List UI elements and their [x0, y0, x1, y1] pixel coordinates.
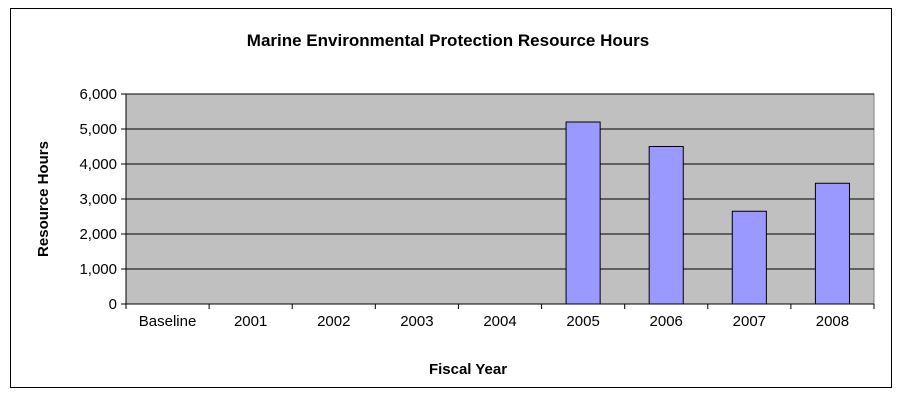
bar-chart: Marine Environmental Protection Resource… — [35, 31, 875, 378]
y-tick-label: 2,000 — [79, 226, 117, 243]
y-tick-label: 4,000 — [79, 156, 117, 173]
y-tick-label: 3,000 — [79, 191, 117, 208]
x-tick-label: 2001 — [234, 313, 267, 330]
bar-2007 — [731, 210, 767, 305]
y-tick-label: 6,000 — [79, 86, 117, 103]
x-tick-label: 2008 — [816, 313, 849, 330]
x-axis-title: Fiscal Year — [429, 361, 507, 378]
x-tick-label: 2006 — [650, 313, 683, 330]
x-tick-label: 2003 — [400, 313, 433, 330]
x-tick-labels: Baseline 2001 2002 2003 2004 2005 2006 2007 2008 — [139, 313, 849, 330]
x-tick-label: 2005 — [566, 313, 599, 330]
y-tick-labels: 0 1,000 2,000 3,000 4,000 5,000 6,000 — [79, 86, 117, 313]
bars — [565, 121, 850, 305]
bar-2006 — [648, 146, 684, 305]
x-tick-label: 2004 — [483, 313, 516, 330]
bar-2008 — [814, 182, 850, 305]
bar-2005 — [565, 121, 601, 305]
x-tick-label: Baseline — [139, 313, 197, 330]
y-axis-title: Resource Hours — [35, 141, 52, 257]
axes — [121, 93, 875, 309]
y-tick-label: 1,000 — [79, 261, 117, 278]
y-tick-label: 5,000 — [79, 121, 117, 138]
x-tick-label: 2007 — [733, 313, 766, 330]
y-tick-label: 0 — [109, 296, 117, 313]
x-tick-label: 2002 — [317, 313, 350, 330]
chart-title: Marine Environmental Protection Resource… — [247, 31, 649, 50]
chart-container: Marine Environmental Protection Resource… — [10, 8, 892, 388]
